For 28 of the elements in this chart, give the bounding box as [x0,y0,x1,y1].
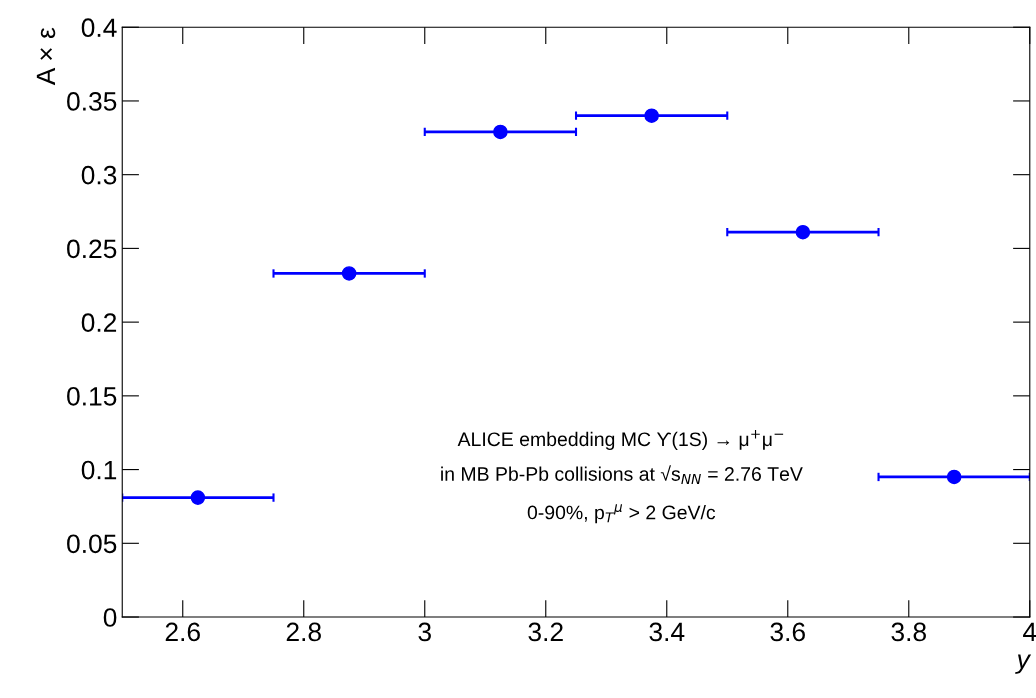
x-tick-label: 3 [418,622,431,642]
y-tick-label: 0.25 [67,239,117,259]
y-tick-label: 0.15 [67,386,117,406]
point [493,124,508,140]
point [190,490,206,505]
point [644,108,659,123]
x-tick-label: 4 [1023,622,1036,642]
point [341,266,357,281]
annotation: 0-90%, p$_{T}$$^{μ}$ > 2 GeV/c [527,504,716,524]
y-tick-label: 0.4 [81,18,117,38]
annotation: in MB Pb-Pb collisions at √s$_{NN}$ = 2.76 TeV [441,465,803,484]
x-tick-label: 3.6 [770,622,805,642]
x-axis-title: y [1015,654,1032,674]
y-tick-label: 0.35 [67,92,117,111]
x-tick-label: 2.8 [286,622,321,642]
y-tick-label: 0.05 [67,534,117,554]
y-tick-label: 0 [103,608,117,627]
x-tick-label: 3.8 [891,622,926,642]
y-tick-label: 0.1 [81,460,117,480]
x-tick-label: 3.2 [528,622,563,642]
y-tick-label: 0.2 [81,313,117,332]
x-tick-label: 2.6 [165,622,200,642]
point [795,224,811,240]
x-tick-label: 3.4 [649,622,685,642]
y-tick-label: 0.3 [81,165,117,185]
annotation: ALICE embedding MC ϒ(1S) → μ$^{+}$μ$^{−}$ [457,429,784,450]
point [946,469,962,485]
y-axis-title: A × ε [36,27,56,86]
